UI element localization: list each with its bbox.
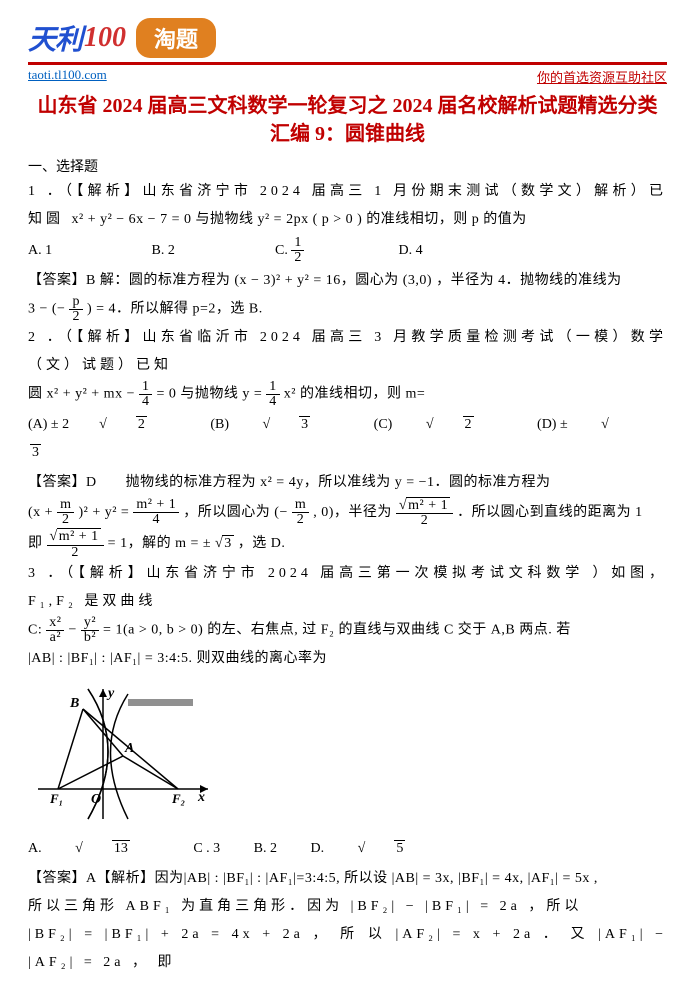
frac-den: 2: [69, 310, 83, 324]
txt: (B): [210, 417, 232, 432]
sqrt: 2: [136, 416, 147, 432]
q2-stem-b: 圆 x² + y² + mx − 14 = 0 与抛物线 y = 14 x² 的…: [28, 380, 667, 409]
txt: (A) ± 2: [28, 417, 69, 432]
q2-answer-b: (x + m2 )² + y² = m² + 14 ，所以圆心为 (− m2 ,…: [28, 497, 667, 528]
sqrt: 3: [299, 416, 310, 432]
txt: ，所以圆心为 (−: [183, 505, 288, 520]
frac-num: m: [292, 498, 309, 513]
q3-answer-c: |BF₂| = |BF₁| + 2a = 4x + 2a ， 所 以 |AF₂|…: [28, 921, 667, 977]
q1-stem: 1 ．（【解析】山东省济宁市 2024 届高三 1 月份期末测试（数学文）解析）…: [28, 178, 667, 234]
svg-text:A: A: [124, 741, 134, 756]
q3-optB: C . 3: [193, 841, 220, 856]
txt: = 1，解的 m = ±: [108, 536, 215, 551]
sqrt: 2: [463, 416, 474, 432]
sqrt: 3: [30, 444, 41, 460]
sqrt: 3: [222, 535, 234, 551]
txt: = 1(a > 0, b > 0) 的左、右焦点, 过 F₂ 的直线与双曲线 C…: [103, 623, 571, 638]
q3-stem-c: |AB| : |BF₁| : |AF₁| = 3:4:5. 则双曲线的离心率为: [28, 645, 667, 673]
q1-answer-line1: 【答案】B 解：圆的标准方程为 (x − 3)² + y² = 16，圆心为 (…: [28, 267, 667, 295]
frac-num: m: [57, 498, 74, 513]
frac-den: 2: [291, 251, 304, 265]
q2-options: (A) ± 2 2 (B) 3 (C) 2 (D) ± 3: [28, 411, 667, 467]
frac-num: x²: [46, 616, 64, 631]
q1-answer-line2: 3 − (− p2 ) = 4．所以解得 p=2，选 B.: [28, 295, 667, 324]
q2-optB: (B) 3: [210, 417, 340, 432]
svg-text:x: x: [197, 790, 205, 805]
section-heading: 一、选择题: [28, 156, 667, 176]
subheader: taoti.tl100.com 你的首选资源互助社区: [28, 67, 667, 86]
frac-num: p: [69, 295, 83, 310]
q2-optC: (C) 2: [374, 417, 504, 432]
frac-num: m² + 1: [133, 498, 179, 513]
q1-options: A. 1 B. 2 C. 12 D. 4: [28, 236, 667, 265]
svg-text:F₂: F₂: [171, 791, 185, 806]
frac-num: 1: [139, 380, 153, 395]
sqrt: m² + 1: [57, 528, 101, 544]
frac-num: 1: [266, 380, 280, 395]
q1-optC: C. 12: [275, 236, 395, 265]
sqrt: 13: [112, 840, 130, 856]
q1-optC-label: C.: [275, 237, 288, 265]
slogan-link[interactable]: 你的首选资源互助社区: [537, 67, 667, 86]
frac-den: 4: [139, 395, 153, 409]
hyperbola-figure: y x B A F₁ F₂ O: [28, 679, 218, 829]
txt: = 0 与抛物线 y =: [156, 387, 266, 402]
q3-optA: A. 13: [28, 841, 160, 856]
txt: ．所以圆心到直线的距离为 1: [457, 505, 643, 520]
sqrt: 5: [394, 840, 405, 856]
svg-text:B: B: [69, 696, 79, 711]
page-title: 山东省 2024 届高三文科数学一轮复习之 2024 届名校解析试题精选分类汇编…: [28, 92, 667, 148]
svg-text:y: y: [106, 686, 115, 701]
q3-answer-b: 所以三角形 ABF₁ 为直角三角形．因为 |BF₂| − |BF₁| = 2a …: [28, 893, 667, 921]
page-header: 天利 100 淘题: [28, 18, 667, 58]
txt: D.: [311, 841, 328, 856]
logo-100: 100: [84, 22, 126, 54]
q2-stem-a: 2 ．（【解析】山东省临沂市 2024 届高三 3 月教学质量检测考试（一模）数…: [28, 324, 667, 380]
txt: , 0)，半径为: [313, 505, 396, 520]
q1-optD: D. 4: [399, 237, 519, 265]
txt: A.: [28, 841, 45, 856]
txt: )² + y² =: [78, 505, 133, 520]
txt: 3 − (−: [28, 302, 65, 317]
header-divider: [28, 62, 667, 65]
frac-den: a²: [46, 631, 64, 645]
q1-formula: x² + y² − 6x − 7 = 0 与抛物线 y² = 2px ( p >…: [72, 212, 527, 227]
q2-answer-a: 【答案】D 抛物线的标准方程为 x² = 4y，所以准线为 y = −1．圆的标…: [28, 469, 667, 497]
sqrt: m² + 1: [406, 497, 450, 513]
frac-den: 4: [266, 395, 280, 409]
txt: ，选 D.: [238, 536, 286, 551]
frac-num: y²: [81, 616, 99, 631]
q1-optA: A. 1: [28, 237, 148, 265]
txt: (x +: [28, 505, 57, 520]
frac-den: 2: [396, 514, 453, 528]
site-link[interactable]: taoti.tl100.com: [28, 67, 107, 86]
frac-den: 2: [57, 513, 74, 527]
frac-den: 2: [292, 513, 309, 527]
txt: −: [68, 623, 80, 638]
q1-optB: B. 2: [152, 237, 272, 265]
frac-den: 4: [133, 513, 179, 527]
frac-num: 1: [291, 236, 304, 251]
txt: 即: [28, 536, 47, 551]
svg-text:F₁: F₁: [49, 791, 63, 806]
frac-den: 2: [47, 546, 104, 560]
q3-options: A. 13 C . 3 B. 2 D. 5: [28, 835, 667, 863]
txt: x² 的准线相切，则 m=: [284, 387, 425, 402]
q3-stem-a: 3 ．（【解析】山东省济宁市 2024 届高三第一次模拟考试文科数学 ）如图，F…: [28, 560, 667, 616]
q2-optA: (A) ± 2 2: [28, 417, 177, 432]
txt: (D) ±: [537, 417, 571, 432]
txt: 圆 x² + y² + mx −: [28, 387, 139, 402]
frac-den: b²: [81, 631, 99, 645]
q3-optC: B. 2: [254, 841, 277, 856]
q3-stem-b: C: x²a² − y²b² = 1(a > 0, b > 0) 的左、右焦点,…: [28, 616, 667, 645]
logo-taoti: 淘题: [136, 18, 216, 58]
txt: (C): [374, 417, 396, 432]
q3-answer-a: 【答案】A【解析】因为|AB| : |BF₁| : |AF₁|=3:4:5, 所…: [28, 865, 667, 893]
q3-optD: D. 5: [311, 841, 436, 856]
txt: ) = 4．所以解得 p=2，选 B.: [87, 302, 263, 317]
txt: C:: [28, 623, 46, 638]
svg-text:O: O: [91, 792, 101, 807]
logo-tianli: 天利: [28, 18, 82, 58]
q2-answer-c: 即 m² + 1 2 = 1，解的 m = ± 3 ，选 D.: [28, 528, 667, 559]
